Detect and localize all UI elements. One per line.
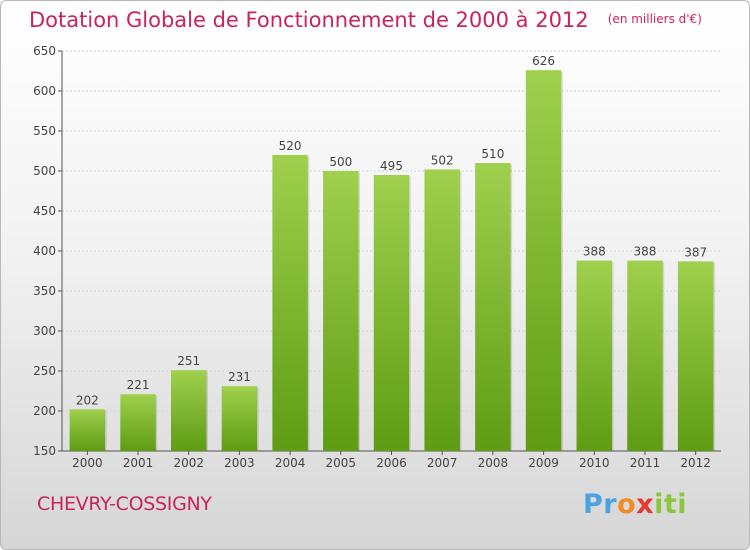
value-label-2001: 221 xyxy=(127,378,150,392)
y-tick-label-150: 150 xyxy=(33,444,56,458)
y-tick-label-650: 650 xyxy=(33,44,56,58)
x-tick-label-2002: 2002 xyxy=(173,456,204,470)
bar-2006 xyxy=(373,175,410,451)
value-label-2005: 500 xyxy=(329,155,352,169)
x-tick-label-2001: 2001 xyxy=(123,456,154,470)
value-label-2012: 387 xyxy=(684,245,707,259)
x-tick-label-2007: 2007 xyxy=(427,456,458,470)
x-tick-labels: 2000 2001 2002 2003 2004 2005 2006 2007 2008 2009… xyxy=(72,456,711,470)
x-tick-label-2009: 2009 xyxy=(528,456,559,470)
value-label-2011: 388 xyxy=(634,245,657,259)
city-name: CHEVRY-COSSIGNY xyxy=(37,493,212,515)
chart-title: Dotation Globale de Fonctionnement de 20… xyxy=(29,8,589,32)
value-label-2006: 495 xyxy=(380,159,403,173)
bar-2001 xyxy=(120,394,156,451)
y-tick-label-200: 200 xyxy=(33,404,56,418)
x-tick-label-2008: 2008 xyxy=(478,456,509,470)
value-labels: 202 221 251 231 520 500 495 502 510 626 388 388 387 xyxy=(76,54,707,407)
proxiti-logo: Proxiti xyxy=(583,489,688,520)
x-tick-label-2006: 2006 xyxy=(376,456,407,470)
value-label-2002: 251 xyxy=(177,354,200,368)
bar-2005 xyxy=(323,171,359,451)
title-row: Dotation Globale de Fonctionnement de 20… xyxy=(29,8,702,32)
value-label-2004: 520 xyxy=(279,139,302,153)
value-label-2007: 502 xyxy=(431,153,454,167)
bar-2008 xyxy=(475,163,511,451)
y-tick-label-350: 350 xyxy=(33,284,56,298)
y-tick-label-250: 250 xyxy=(33,364,56,378)
bar-2000 xyxy=(69,409,106,451)
y-tick-labels: 150 200 250 300 350 400 450 500 550 600 650 xyxy=(33,44,56,458)
x-tick-label-2000: 2000 xyxy=(72,456,103,470)
x-tick-label-2012: 2012 xyxy=(680,456,711,470)
bars xyxy=(69,70,715,451)
bar-2009 xyxy=(525,70,562,451)
value-label-2010: 388 xyxy=(583,245,606,259)
bar-2003 xyxy=(221,386,258,451)
value-label-2000: 202 xyxy=(76,393,99,407)
bar-2011 xyxy=(627,260,663,451)
y-tick-label-600: 600 xyxy=(33,84,56,98)
x-tick-label-2010: 2010 xyxy=(579,456,610,470)
value-label-2009: 626 xyxy=(532,54,555,68)
bar-2012 xyxy=(677,261,714,451)
y-tick-label-450: 450 xyxy=(33,204,56,218)
chart-subtitle: (en milliers d'€) xyxy=(607,12,702,26)
x-tick-label-2003: 2003 xyxy=(224,456,255,470)
bar-2007 xyxy=(424,169,460,451)
x-tick-label-2005: 2005 xyxy=(326,456,357,470)
y-tick-label-500: 500 xyxy=(33,164,56,178)
value-label-2003: 231 xyxy=(228,370,251,384)
bar-2002 xyxy=(170,370,207,451)
x-tick-label-2011: 2011 xyxy=(630,456,661,470)
y-tick-label-550: 550 xyxy=(33,124,56,138)
bar-2004 xyxy=(272,155,308,451)
y-tick-label-400: 400 xyxy=(33,244,56,258)
value-label-2008: 510 xyxy=(481,147,504,161)
x-tick-label-2004: 2004 xyxy=(275,456,306,470)
y-tick-label-300: 300 xyxy=(33,324,56,338)
bar-2010 xyxy=(576,260,613,451)
